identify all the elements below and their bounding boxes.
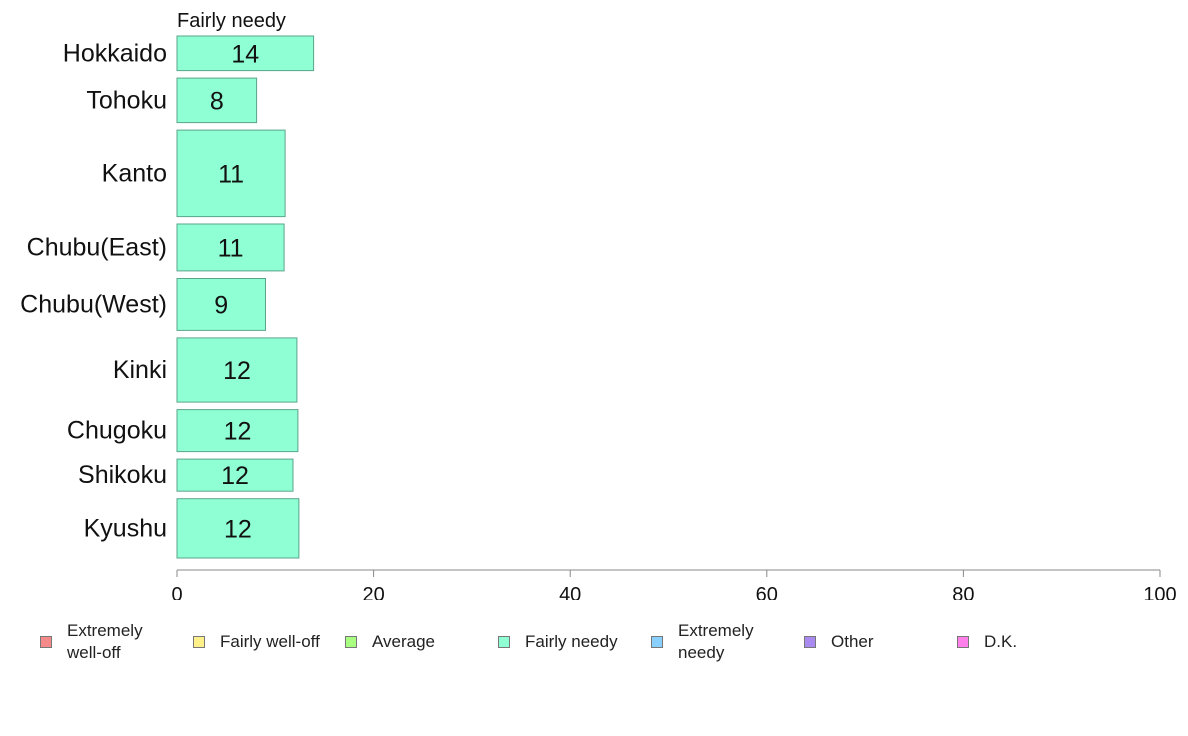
category-label-kanto: Kanto (102, 159, 167, 187)
x-tick-label: 100 (1143, 584, 1176, 600)
bar-tohoku (176, 77, 258, 124)
value-label-chubu-west: 9 (214, 291, 228, 319)
bar-kinki (176, 337, 298, 403)
category-label-kinki: Kinki (113, 356, 167, 384)
value-label-tohoku: 8 (210, 87, 224, 115)
bar-chart: Fairly needy Hokkaido 14 Tohoku 8 Kanto 11 Chu… (20, 10, 1177, 600)
x-axis: 0 20 40 60 80 100 (171, 569, 1177, 600)
category-label-kyushu: Kyushu (84, 514, 167, 542)
legend-swatch (40, 636, 52, 648)
legend-item-fairly-needy: Fairly needy (498, 618, 618, 666)
bars-layer: Hokkaido 14 Tohoku 8 Kanto 11 Chubu(East) 11 Chu… (20, 35, 315, 559)
value-label-kyushu: 12 (224, 515, 252, 543)
value-label-shikoku: 12 (221, 462, 249, 490)
legend-item-average: Average (345, 618, 435, 666)
legend-swatch (651, 636, 663, 648)
x-tick-label: 80 (952, 584, 974, 600)
legend: Extremely well-off Fairly well-off Avera… (0, 618, 1188, 668)
bar-chubu-west (176, 278, 266, 331)
category-label-chubu-west: Chubu(West) (20, 290, 167, 318)
bar-shikoku (176, 458, 294, 492)
legend-label: D.K. (984, 632, 1018, 651)
bar-chugoku (176, 409, 299, 453)
value-label-kinki: 12 (223, 357, 251, 385)
value-label-kanto: 11 (218, 160, 244, 188)
value-label-chubu-east: 11 (218, 235, 244, 263)
legend-item-extremely-well-off: Extremely well-off (40, 618, 163, 666)
bar-kyushu (176, 498, 300, 559)
category-label-hokkaido: Hokkaido (63, 39, 167, 67)
panel-title: Fairly needy (177, 10, 286, 32)
legend-label: Extremely needy (678, 621, 754, 662)
legend-item-other: Other (804, 618, 874, 666)
category-label-tohoku: Tohoku (86, 86, 167, 114)
value-label-hokkaido: 14 (231, 40, 259, 68)
legend-swatch (345, 636, 357, 648)
legend-swatch (498, 636, 510, 648)
legend-label: Average (372, 632, 436, 651)
value-label-chugoku: 12 (224, 418, 252, 446)
x-tick-label: 20 (362, 584, 384, 600)
category-label-chugoku: Chugoku (67, 417, 167, 445)
legend-item-fairly-well-off: Fairly well-off (193, 618, 320, 666)
legend-label: Fairly needy (525, 632, 618, 651)
bar-hokkaido (176, 35, 315, 72)
legend-swatch (804, 636, 816, 648)
x-tick-label: 40 (559, 584, 581, 600)
legend-item-dk: D.K. (957, 618, 1017, 666)
legend-label: Extremely well-off (67, 621, 143, 662)
legend-item-extremely-needy: Extremely needy (651, 618, 774, 666)
legend-swatch (193, 636, 205, 648)
legend-label: Other (831, 632, 874, 651)
category-label-chubu-east: Chubu(East) (27, 234, 167, 262)
x-tick-label: 0 (171, 584, 182, 600)
category-label-shikoku: Shikoku (78, 461, 167, 489)
legend-swatch (957, 636, 969, 648)
x-tick-label: 60 (756, 584, 778, 600)
legend-label: Fairly well-off (220, 632, 320, 651)
bar-kanto (176, 129, 286, 218)
bar-chubu-east (176, 223, 285, 272)
